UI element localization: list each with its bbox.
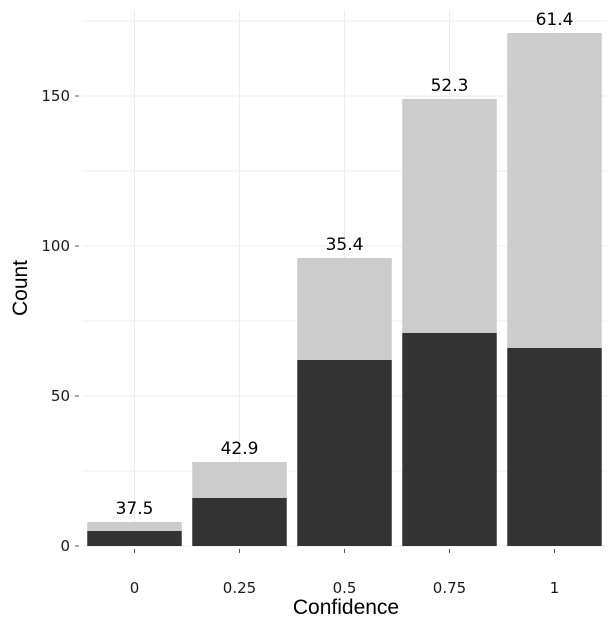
bar-segment-dark	[87, 531, 182, 546]
y-axis-title: Count	[9, 260, 32, 316]
bar-segment-light	[507, 33, 602, 348]
bar-value-label: 61.4	[536, 10, 574, 30]
x-tick-label: 0	[130, 579, 140, 597]
x-axis: 0 0.25 0.5 0.75 1	[130, 549, 560, 597]
y-tick-label: 150	[41, 87, 70, 105]
bar-segment-dark	[192, 498, 287, 546]
x-tick-label: 0.75	[433, 579, 466, 597]
bar-value-label: 37.5	[116, 499, 154, 519]
y-tick-label: 100	[41, 237, 70, 255]
y-axis: 0 50 100 150	[41, 87, 79, 555]
x-axis-title: Confidence	[293, 596, 399, 619]
bar-segment-dark	[297, 360, 392, 546]
bar-segment-light	[192, 462, 287, 498]
bar-segment-light	[87, 522, 182, 531]
x-tick-label: 0.25	[223, 579, 256, 597]
bar-segment-dark	[402, 333, 497, 546]
x-tick-label: 1	[550, 579, 560, 597]
y-tick-label: 0	[60, 537, 70, 555]
bar-segment-light	[297, 258, 392, 360]
bar-value-label: 52.3	[431, 76, 469, 96]
bar-value-labels: 37.5 42.9 35.4 52.3 61.4	[116, 10, 574, 519]
bar-value-label: 35.4	[326, 235, 364, 255]
bar-segment-light	[402, 99, 497, 333]
bar-segment-dark	[507, 348, 602, 546]
bars	[87, 33, 602, 546]
y-tick-label: 50	[51, 387, 70, 405]
bar-value-label: 42.9	[221, 439, 259, 459]
x-tick-label: 0.5	[333, 579, 357, 597]
